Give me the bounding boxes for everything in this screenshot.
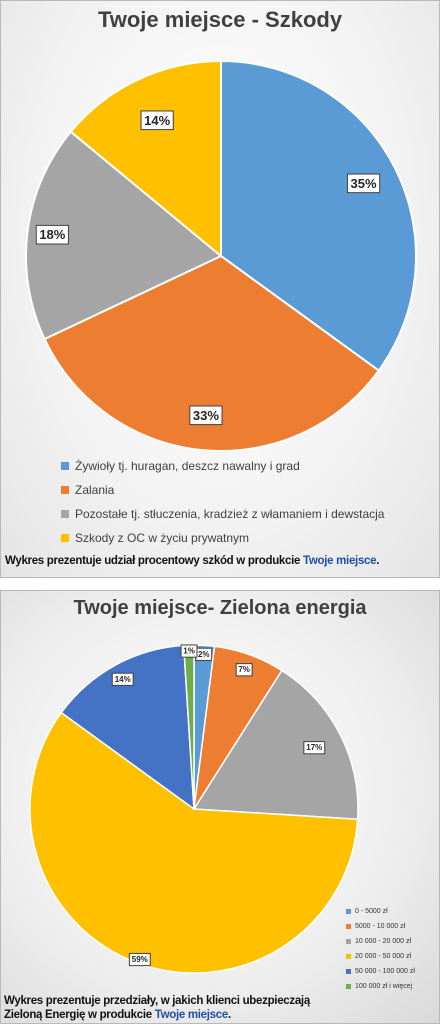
legend-item-50-000-100-000-z: 50 000 - 100 000 zł (346, 966, 415, 977)
legend-item-5000-10-000-z: 5000 - 10 000 zł (346, 921, 415, 932)
legend-label: 5000 - 10 000 zł (355, 923, 406, 930)
data-label-group: 14% (140, 110, 174, 131)
data-label-4: 14% (144, 113, 170, 128)
pie-slice-z-ywio-y-tj-huragan-deszcz-nawalny-i-grad (220, 59, 417, 373)
data-label-4: 59% (132, 955, 148, 964)
legend-swatch (346, 909, 351, 914)
caption-end: . (376, 555, 380, 567)
caption-line-1: Wykres prezentuje przedziały, w jakich k… (4, 995, 310, 1007)
chart-legend: 0 - 5000 zł 5000 - 10 000 zł 10 000 - 20 0… (346, 906, 415, 996)
caption-product-name: Twoje miejsce (303, 555, 377, 567)
data-label-group: 59% (128, 952, 151, 967)
data-label-box (140, 110, 174, 131)
caption-end: . (227, 1009, 231, 1021)
data-label-group: 1% (180, 644, 198, 658)
pie-slice-pozosta-e-tj-st-uczenia-kradziez-z-w-amaniem-i-dewstacja (25, 130, 223, 341)
data-label-box (303, 741, 326, 755)
data-label-2: 7% (238, 665, 250, 674)
legend-swatch (346, 939, 351, 944)
legend-item-z-ywio-y-tj-huragan-deszcz-nawalny-i-grad: Żywioły tj. huragan, deszcz nawalny i gr… (61, 457, 384, 475)
pie-slice-10-000-20-000-z (192, 669, 359, 821)
data-label-group: 33% (189, 405, 223, 426)
data-label-box (235, 663, 253, 677)
legend-label: 10 000 - 20 000 zł (355, 938, 412, 945)
chart-panel-zielona-energia: Twoje miejsce- Zielona energia 2% 7% 17% 59… (0, 590, 440, 1024)
chart-panel-szkody: Twoje miejsce - Szkody 35% 33% 18% 14% Żywi… (0, 0, 440, 578)
data-label-1: 2% (198, 650, 210, 659)
legend-label: 100 000 zł i więcej (355, 983, 413, 990)
chart-title: Twoje miejsce - Szkody (97, 7, 343, 32)
legend-swatch (346, 924, 351, 929)
data-label-group: 14% (111, 672, 134, 686)
data-label-1: 35% (351, 176, 377, 191)
pie-chart-zielona-energia: 2% 7% 17% 59% 14% 1% (29, 644, 359, 974)
data-label-box (128, 952, 151, 967)
pie-slice-50-000-100-000-z (60, 644, 195, 811)
data-label-box (180, 644, 198, 658)
caption-text: Wykres prezentuje udział procentowy szkó… (5, 555, 303, 567)
legend-item-10-000-20-000-z: 10 000 - 20 000 zł (346, 936, 415, 947)
legend-label: 50 000 - 100 000 zł (355, 968, 415, 975)
pie-slice-zalania (43, 254, 381, 452)
chart-title: Twoje miejsce- Zielona energia (73, 597, 367, 619)
legend-swatch (61, 486, 69, 494)
pie-slice-szkody-z-oc-w-z-yciu-prywatnym (69, 59, 222, 259)
legend-item-pozosta-e-tj-st-uczenia-kradziez-z-w-amaniem-i-dewstacja: Pozostałe tj. stłuczenia, kradzież z wła… (61, 505, 384, 523)
legend-swatch (61, 510, 69, 518)
data-label-box (189, 405, 223, 426)
legend-label: Szkody z OC w życiu prywatnym (75, 531, 250, 545)
legend-swatch (61, 534, 69, 542)
chart-caption: Wykres prezentuje przedziały, w jakich k… (4, 994, 436, 1022)
legend-swatch (346, 969, 351, 974)
legend-label: 20 000 - 50 000 zł (355, 953, 412, 960)
data-label-3: 17% (306, 743, 322, 752)
chart-caption: Wykres prezentuje udział procentowy szkó… (5, 555, 435, 567)
data-label-group: 35% (346, 173, 381, 194)
data-label-3: 18% (39, 227, 65, 242)
legend-label: Pozostałe tj. stłuczenia, kradzież z wła… (75, 507, 385, 521)
legend-item-100-000-z-i-wie-cej: 100 000 zł i więcej (346, 981, 415, 992)
data-label-group: 17% (303, 741, 326, 755)
legend-item-20-000-50-000-z: 20 000 - 50 000 zł (346, 951, 415, 962)
legend-item-0-5000-z: 0 - 5000 zł (346, 906, 415, 917)
data-label-group: 18% (35, 224, 69, 245)
chart-legend: Żywioły tj. huragan, deszcz nawalny i gr… (61, 457, 384, 553)
data-label-2: 33% (193, 408, 219, 423)
caption-line-2: Zieloną Energię w produkcie (4, 1009, 155, 1021)
legend-item-szkody-z-oc-w-z-yciu-prywatnym: Szkody z OC w życiu prywatnym (61, 529, 384, 547)
legend-label: Żywioły tj. huragan, deszcz nawalny i gr… (75, 459, 300, 473)
legend-swatch (346, 984, 351, 989)
data-label-box (346, 173, 381, 194)
data-label-box (35, 224, 69, 245)
legend-item-zalania: Zalania (61, 481, 384, 499)
legend-label: 0 - 5000 zł (355, 908, 388, 915)
data-label-group: 2% (195, 647, 213, 661)
data-label-group: 7% (235, 663, 253, 677)
legend-swatch (346, 954, 351, 959)
data-label-5: 14% (115, 675, 131, 684)
caption-product-name: Twoje miejsce (154, 1009, 229, 1021)
legend-swatch (61, 462, 69, 470)
data-label-6: 1% (183, 647, 195, 656)
pie-chart-szkody: 35% 33% 18% 14% (25, 59, 417, 452)
data-label-box (111, 672, 134, 686)
legend-label: Zalania (75, 483, 115, 497)
